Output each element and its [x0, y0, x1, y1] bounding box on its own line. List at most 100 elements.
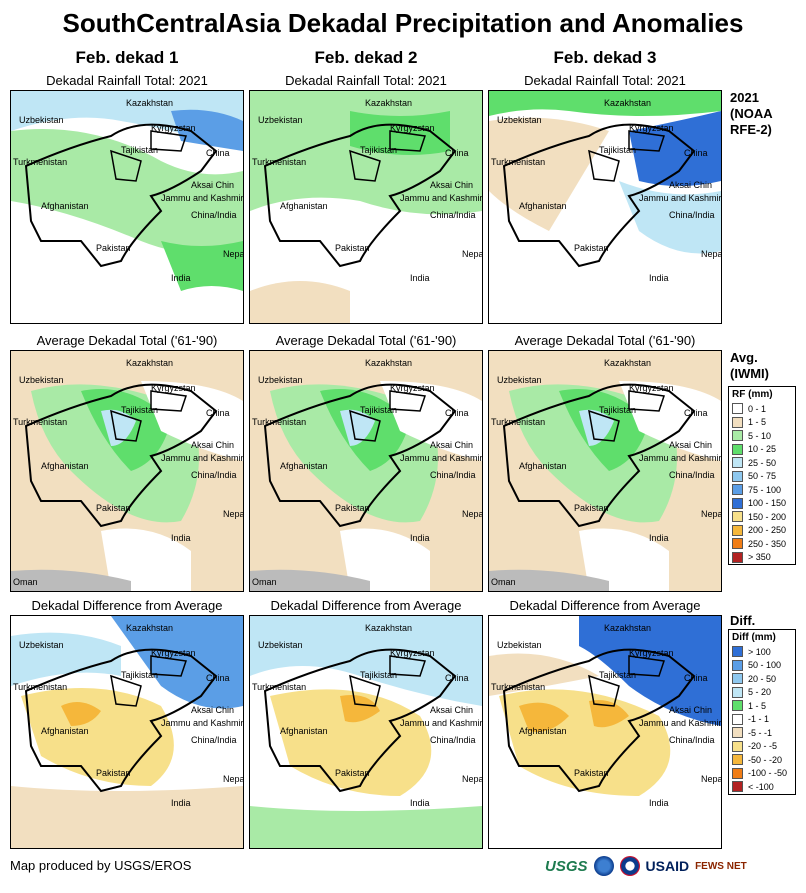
map-label-nepal: Nepal — [701, 509, 721, 519]
map-label-china: China — [445, 673, 469, 683]
map-label-uzbekistan: Uzbekistan — [19, 375, 64, 385]
map-label-china_india: China/India — [669, 470, 715, 480]
map-label-china_india: China/India — [430, 735, 476, 745]
column-header-dekad-3: Feb. dekad 3 — [553, 48, 657, 67]
precip-region — [589, 700, 629, 728]
map-label-kazakhstan: Kazakhstan — [365, 358, 412, 368]
map-label-turkmenistan: Turkmenistan — [13, 157, 67, 167]
map-panel-r1-c2: Kazakhstan Uzbekistan Kyrgyzstan Tajikistan… — [249, 90, 483, 324]
map-label-aksai_chin: Aksai Chin — [191, 705, 234, 715]
map-label-tajikistan: Tajikistan — [599, 670, 636, 680]
map-label-jammu_kashmir: Jammu and Kashmir — [400, 193, 482, 203]
map-label-jammu_kashmir: Jammu and Kashmir — [400, 453, 482, 463]
legend-swatch — [732, 416, 743, 428]
country-border — [110, 130, 187, 182]
side-label-line: (NOAA — [730, 106, 773, 121]
legend-item: > 100 — [729, 645, 795, 659]
map-label-jammu_kashmir: Jammu and Kashmir — [161, 193, 243, 203]
side-label-line: RFE-2) — [730, 122, 772, 137]
precip-region — [11, 786, 243, 848]
legend-label: 0 - 1 — [748, 403, 767, 414]
map-label-aksai_chin: Aksai Chin — [191, 440, 234, 450]
country-border — [24, 648, 218, 793]
map-label-aksai_chin: Aksai Chin — [191, 180, 234, 190]
legend-label: 100 - 150 — [748, 498, 787, 509]
map-label-kyrgyzstan: Kyrgyzstan — [390, 383, 435, 393]
legend-item: -1 - 1 — [729, 713, 795, 727]
map-label-jammu_kashmir: Jammu and Kashmir — [639, 193, 721, 203]
map-label-turkmenistan: Turkmenistan — [491, 157, 545, 167]
map-label-kazakhstan: Kazakhstan — [126, 623, 173, 633]
legend-item: 25 - 50 — [729, 456, 795, 470]
map-label-tajikistan: Tajikistan — [121, 405, 158, 415]
legend-label: 200 - 250 — [748, 525, 787, 536]
map-label-turkmenistan: Turkmenistan — [491, 682, 545, 692]
legend-swatch — [732, 713, 743, 725]
map-label-india: India — [171, 533, 191, 543]
map-label-nepal: Nepal — [223, 509, 243, 519]
precip-region — [489, 117, 609, 231]
precip-region — [579, 616, 721, 726]
map-label-pakistan: Pakistan — [335, 243, 370, 253]
map-label-turkmenistan: Turkmenistan — [252, 682, 306, 692]
legend-item: 200 - 250 — [729, 524, 795, 538]
side-label-avg: Avg. (IWMI) — [730, 350, 769, 382]
map-label-kyrgyzstan: Kyrgyzstan — [151, 648, 196, 658]
map-label-nepal: Nepal — [223, 774, 243, 784]
map-label-china_india: China/India — [430, 470, 476, 480]
legend-label: -1 - 1 — [748, 714, 770, 725]
map-label-kyrgyzstan: Kyrgyzstan — [390, 648, 435, 658]
legend-swatch — [732, 754, 743, 766]
map-panel-r1-c1: Kazakhstan Uzbekistan Kyrgyzstan Tajikistan… — [10, 90, 244, 324]
precip-region — [11, 129, 243, 255]
legend-swatch — [732, 484, 743, 496]
usaid-logo: USAID — [645, 858, 690, 874]
map-label-jammu_kashmir: Jammu and Kashmir — [400, 718, 482, 728]
map-label-aksai_chin: Aksai Chin — [669, 705, 712, 715]
legend-label: 1 - 5 — [748, 700, 767, 711]
map-label-turkmenistan: Turkmenistan — [491, 417, 545, 427]
legend-label: > 100 — [748, 646, 771, 657]
map-label-china: China — [445, 408, 469, 418]
map-label-kyrgyzstan: Kyrgyzstan — [390, 123, 435, 133]
legend-label: -20 - -5 — [748, 741, 778, 752]
legend-swatch — [732, 740, 743, 752]
country-border — [110, 390, 187, 442]
precip-region — [11, 632, 121, 686]
sea-region — [250, 569, 370, 591]
map-label-afghanistan: Afghanistan — [519, 461, 567, 471]
legend-item: 100 - 150 — [729, 497, 795, 511]
column-header-dekad-2: Feb. dekad 2 — [314, 48, 418, 67]
legend-swatch — [732, 700, 743, 712]
map-panel-r2-c1: Kazakhstan Uzbekistan Kyrgyzstan Tajikistan… — [10, 350, 244, 592]
precip-region — [21, 688, 174, 786]
map-label-china: China — [445, 148, 469, 158]
map-panel-r2-c3: Kazakhstan Uzbekistan Kyrgyzstan Tajikistan… — [488, 350, 722, 592]
side-label-rfe2: 2021 (NOAA RFE-2) — [730, 90, 773, 138]
legend-swatch — [732, 551, 743, 563]
map-label-aksai_chin: Aksai Chin — [430, 180, 473, 190]
legend-swatch — [732, 457, 743, 469]
legend-swatch — [732, 673, 743, 685]
map-label-china_india: China/India — [191, 210, 237, 220]
legend-item: > 350 — [729, 551, 795, 565]
precip-region — [380, 381, 482, 461]
legend-item: 5 - 10 — [729, 429, 795, 443]
precip-region — [489, 91, 721, 116]
map-label-tajikistan: Tajikistan — [599, 405, 636, 415]
map-label-china: China — [684, 148, 708, 158]
precip-region — [579, 409, 614, 446]
map-label-uzbekistan: Uzbekistan — [19, 115, 64, 125]
map-label-kyrgyzstan: Kyrgyzstan — [629, 123, 674, 133]
legend-item: 150 - 200 — [729, 510, 795, 524]
legend-item: 1 - 5 — [729, 699, 795, 713]
subtitle-r1-c1: Dekadal Rainfall Total: 2021 — [46, 73, 208, 88]
precip-region — [141, 381, 243, 461]
legend-label: 150 - 200 — [748, 511, 787, 522]
map-label-tajikistan: Tajikistan — [360, 670, 397, 680]
precip-region — [619, 381, 721, 461]
legend-swatch — [732, 659, 743, 671]
side-label-line: (IWMI) — [730, 366, 769, 381]
map-label-china: China — [206, 148, 230, 158]
precip-region — [250, 806, 482, 848]
